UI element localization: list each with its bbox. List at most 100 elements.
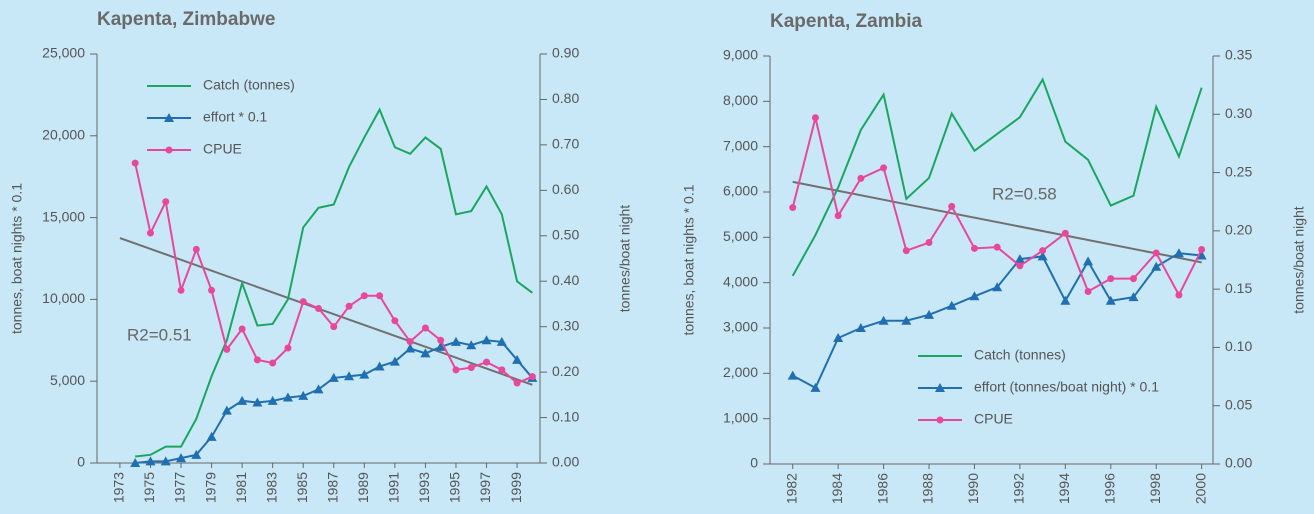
- point: [512, 354, 523, 364]
- point: [1152, 249, 1160, 257]
- y2-tick-label: 0.70: [552, 136, 579, 152]
- point: [269, 359, 277, 367]
- point: [496, 336, 507, 346]
- x-tick-label: 1979: [202, 472, 218, 503]
- y-tick-label: 1,000: [723, 409, 758, 425]
- point: [483, 358, 491, 366]
- x-tick-label: 1996: [1101, 473, 1117, 504]
- x-tick-label: 1994: [1056, 473, 1072, 504]
- point: [344, 371, 355, 381]
- point: [855, 323, 866, 332]
- y2-tick-label: 0.20: [1225, 222, 1252, 238]
- y-tick-label: 0: [77, 454, 85, 470]
- x-tick-label: 1998: [1147, 473, 1163, 504]
- y-tick-label: 25,000: [42, 45, 85, 61]
- point: [787, 370, 798, 380]
- legend-label: CPUE: [203, 141, 242, 157]
- point: [176, 453, 187, 463]
- point: [1105, 295, 1116, 305]
- annotation: R2=0.51: [127, 325, 192, 344]
- point: [833, 332, 844, 342]
- y2-axis-label: tonnes/boat night: [617, 205, 633, 313]
- point: [284, 344, 292, 352]
- point: [359, 369, 370, 379]
- point: [238, 325, 246, 333]
- y2-tick-label: 0.60: [552, 181, 579, 197]
- point: [206, 431, 217, 441]
- point: [160, 456, 171, 466]
- y-tick-label: 5,000: [723, 228, 758, 244]
- point: [389, 356, 400, 366]
- point: [253, 356, 261, 364]
- point: [880, 164, 888, 172]
- point: [1128, 292, 1139, 302]
- x-tick-label: 1977: [172, 472, 188, 503]
- point: [1175, 291, 1183, 299]
- series-line: [135, 107, 533, 458]
- x-tick-label: 1999: [508, 472, 524, 503]
- point: [513, 379, 521, 387]
- point: [223, 345, 231, 353]
- point: [282, 392, 293, 402]
- point: [969, 291, 980, 301]
- point: [421, 324, 429, 332]
- point: [374, 361, 385, 371]
- x-tick-label: 1995: [447, 472, 463, 503]
- legend-label: Catch (tonnes): [974, 347, 1066, 363]
- x-tick-label: 1984: [829, 473, 845, 504]
- point: [192, 245, 200, 253]
- y-tick-label: 9,000: [723, 47, 758, 63]
- point: [878, 315, 889, 325]
- point: [1039, 247, 1047, 255]
- point: [970, 244, 978, 252]
- legend-label: effort (tonnes/boat night) * 0.1: [974, 379, 1159, 395]
- point: [313, 384, 324, 394]
- x-tick-label: 1991: [386, 472, 402, 503]
- y-axis-label: tonnes, boat nights * 0.1: [9, 183, 25, 334]
- chart-title: Kapenta, Zambia: [770, 11, 922, 32]
- x-tick-label: 1987: [324, 472, 340, 503]
- x-tick-label: 2000: [1192, 473, 1208, 504]
- point: [481, 335, 492, 345]
- trend-line: [792, 180, 1202, 264]
- annotation: R2=0.58: [992, 184, 1057, 203]
- point: [924, 309, 935, 319]
- point: [298, 390, 309, 400]
- point: [925, 239, 933, 247]
- y2-axis-label: tonnes/boat night: [1291, 206, 1307, 314]
- point: [360, 292, 368, 300]
- y-tick-label: 15,000: [42, 208, 85, 224]
- x-tick-label: 1983: [263, 472, 279, 503]
- point: [1107, 275, 1115, 283]
- y2-tick-label: 0.90: [552, 45, 579, 61]
- point: [391, 317, 399, 325]
- point: [810, 382, 821, 392]
- point: [528, 373, 536, 381]
- x-tick-label: 1982: [783, 473, 799, 504]
- point: [237, 395, 248, 405]
- point: [452, 366, 460, 374]
- point: [221, 405, 232, 415]
- point: [131, 159, 139, 167]
- point: [162, 198, 170, 206]
- point: [146, 229, 154, 237]
- legend-marker: [936, 416, 944, 424]
- trend-line: [119, 237, 533, 386]
- point: [405, 343, 416, 353]
- chart-title: Kapenta, Zimbabwe: [97, 9, 275, 30]
- legend-label: effort * 0.1: [203, 109, 268, 125]
- y2-tick-label: 0.00: [552, 454, 579, 470]
- point: [498, 366, 506, 374]
- y-tick-label: 8,000: [723, 92, 758, 108]
- y2-tick-label: 0.10: [1225, 338, 1252, 354]
- x-tick-label: 1988: [920, 473, 936, 504]
- point: [1061, 229, 1069, 237]
- point: [1084, 287, 1092, 295]
- y-tick-label: 7,000: [723, 137, 758, 153]
- point: [191, 449, 202, 459]
- y2-tick-label: 0.30: [1225, 105, 1252, 121]
- y2-tick-label: 0.80: [552, 90, 579, 106]
- y-tick-label: 0: [750, 455, 758, 471]
- y2-tick-label: 0.00: [1225, 455, 1252, 471]
